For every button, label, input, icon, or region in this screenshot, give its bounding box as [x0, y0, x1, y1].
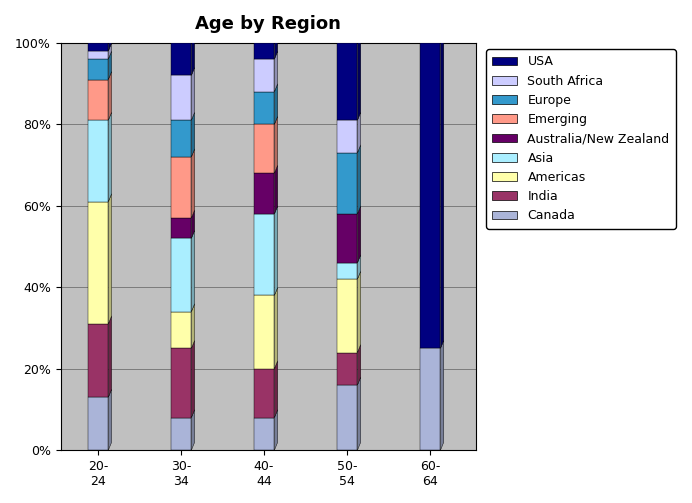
Polygon shape	[109, 389, 111, 450]
Bar	[254, 124, 275, 173]
Polygon shape	[337, 35, 361, 43]
Polygon shape	[275, 361, 277, 417]
Bar	[171, 218, 192, 238]
Polygon shape	[275, 51, 277, 92]
Bar	[254, 92, 275, 124]
Polygon shape	[109, 316, 111, 397]
Legend: USA, South Africa, Europe, Emerging, Australia/New Zealand, Asia, Americas, Indi: USA, South Africa, Europe, Emerging, Aus…	[486, 49, 676, 229]
Bar	[171, 157, 192, 218]
Polygon shape	[109, 43, 111, 59]
Bar	[337, 153, 358, 214]
Polygon shape	[358, 271, 361, 353]
Polygon shape	[441, 341, 444, 450]
Bar	[171, 238, 192, 312]
Bar	[254, 214, 275, 295]
Polygon shape	[109, 194, 111, 324]
Polygon shape	[192, 35, 194, 75]
Bar	[88, 397, 109, 450]
Polygon shape	[358, 377, 361, 450]
Polygon shape	[192, 230, 194, 312]
Bar	[420, 43, 441, 349]
Polygon shape	[192, 409, 194, 450]
Bar	[88, 51, 109, 59]
Polygon shape	[192, 112, 194, 157]
Polygon shape	[109, 51, 111, 79]
Polygon shape	[358, 112, 361, 153]
Polygon shape	[441, 35, 444, 349]
Bar	[420, 349, 441, 450]
Bar	[337, 263, 358, 279]
Bar	[88, 202, 109, 324]
Polygon shape	[358, 35, 361, 120]
Polygon shape	[358, 206, 361, 263]
Polygon shape	[254, 35, 277, 43]
Polygon shape	[358, 255, 361, 279]
Bar	[337, 120, 358, 153]
Bar	[171, 349, 192, 417]
Bar	[171, 43, 192, 75]
Polygon shape	[275, 165, 277, 214]
Polygon shape	[192, 67, 194, 120]
Polygon shape	[275, 116, 277, 173]
Bar	[88, 43, 109, 51]
Polygon shape	[192, 210, 194, 238]
Bar	[171, 312, 192, 349]
Bar	[337, 385, 358, 450]
Polygon shape	[358, 145, 361, 214]
Polygon shape	[275, 287, 277, 369]
Bar	[254, 295, 275, 369]
Bar	[171, 75, 192, 120]
Bar	[254, 43, 275, 59]
Polygon shape	[358, 345, 361, 385]
Bar	[171, 120, 192, 157]
Bar	[254, 59, 275, 92]
Bar	[337, 353, 358, 385]
Polygon shape	[275, 206, 277, 295]
Polygon shape	[109, 71, 111, 120]
Bar	[337, 214, 358, 263]
Bar	[337, 279, 358, 353]
Bar	[88, 59, 109, 79]
Polygon shape	[192, 304, 194, 349]
Title: Age by Region: Age by Region	[195, 15, 341, 33]
Bar	[254, 173, 275, 214]
Bar	[337, 43, 358, 120]
Polygon shape	[192, 341, 194, 417]
Bar	[88, 324, 109, 397]
Polygon shape	[192, 149, 194, 218]
Bar	[254, 417, 275, 450]
Polygon shape	[275, 83, 277, 124]
Bar	[88, 120, 109, 202]
Polygon shape	[171, 35, 194, 43]
Polygon shape	[109, 35, 111, 51]
Bar	[88, 79, 109, 120]
Polygon shape	[88, 35, 111, 43]
Polygon shape	[420, 35, 444, 43]
Polygon shape	[109, 112, 111, 202]
Bar	[254, 369, 275, 417]
Bar	[171, 417, 192, 450]
Polygon shape	[275, 35, 277, 59]
Polygon shape	[275, 409, 277, 450]
